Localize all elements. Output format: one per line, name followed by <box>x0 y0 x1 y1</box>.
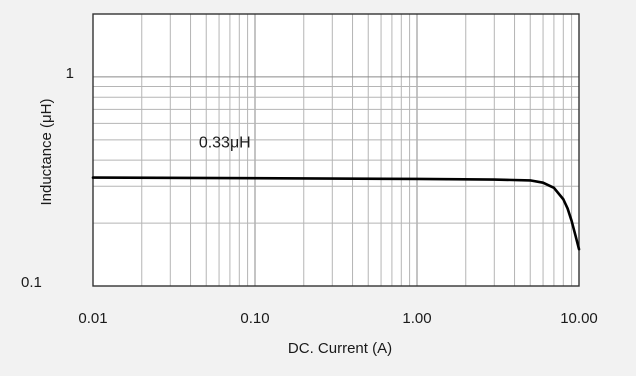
grid <box>93 14 579 286</box>
x-tick-label: 1.00 <box>402 310 431 327</box>
y-tick-label: 1 <box>66 65 74 82</box>
x-tick-label: 10.00 <box>560 310 598 327</box>
series-group <box>91 176 581 251</box>
x-tick-label: 0.01 <box>78 310 107 327</box>
y-tick-label: 0.1 <box>21 274 42 291</box>
annotation-inductance-value: 0.33μH <box>199 134 251 151</box>
plot-frame <box>92 13 580 287</box>
plot-background <box>93 14 579 286</box>
x-tick-labels: 0.01 0.10 1.00 10.00 <box>78 310 597 327</box>
x-tick-label: 0.10 <box>240 310 269 327</box>
y-tick-labels: 0.11 <box>21 65 74 291</box>
series-line <box>91 176 581 251</box>
y-axis-title: Inductance (μH) <box>38 98 55 205</box>
x-axis-title: DC. Current (A) <box>288 340 392 357</box>
